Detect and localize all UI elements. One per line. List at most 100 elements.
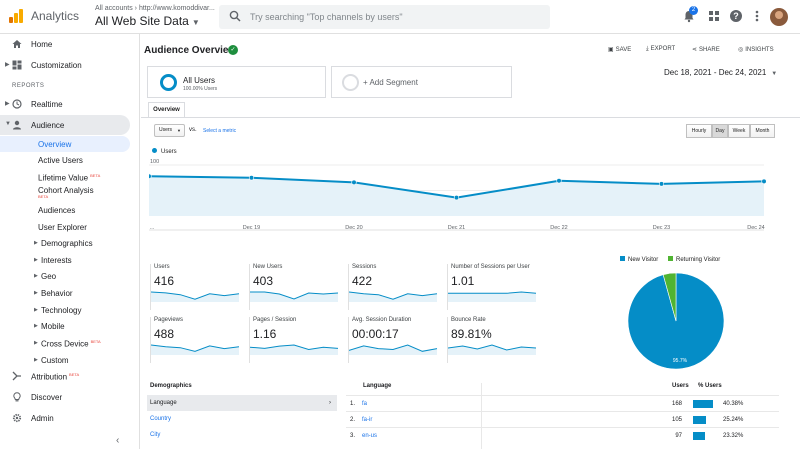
analytics-logo[interactable] [9, 9, 23, 23]
metric-tile[interactable]: Users 416 [150, 264, 243, 310]
sidebar-subitem-mobile[interactable]: ▶ Mobile [0, 318, 130, 334]
cross-device-text: Cross Device [41, 339, 89, 349]
sidebar-subitem-active-users[interactable]: Active Users [0, 152, 130, 168]
sidebar-item-discover[interactable]: Discover [0, 387, 130, 407]
date-range-picker[interactable]: Dec 18, 2021 - Dec 24, 2021 ▼ [664, 68, 777, 77]
sidebar-subitem-label: Cross Device BETA [41, 339, 101, 349]
person-icon [13, 120, 21, 130]
sidebar-subitem-lifetime-value[interactable]: Lifetime Value BETA [0, 169, 130, 185]
users-data-point[interactable] [761, 178, 767, 184]
search-bar[interactable]: Try searching "Top channels by users" [219, 5, 550, 29]
accounts-breadcrumb[interactable]: All accounts › http://www.komoddivar... [95, 5, 215, 12]
sparkline-line [250, 344, 339, 351]
beta-tag: BETA [90, 173, 101, 178]
users-data-point[interactable] [453, 195, 460, 201]
top-bar: Analytics All accounts › http://www.komo… [0, 0, 800, 34]
export-button[interactable]: ⤓ EXPORT [646, 46, 675, 53]
share-button[interactable]: ⋖ SHARE [692, 46, 720, 53]
users-data-point[interactable] [149, 173, 152, 179]
table-row[interactable]: 3. en-us 97 23.32% [346, 427, 779, 443]
sidebar-subitem-technology[interactable]: ▶ Technology [0, 302, 130, 318]
segment-all-users[interactable]: All Users 100.00% Users [147, 66, 326, 98]
pie-slice[interactable] [662, 272, 677, 322]
sidebar-subitem-geo[interactable]: ▶ Geo [0, 268, 130, 284]
demographics-city[interactable]: City [147, 427, 337, 443]
users-data-point[interactable] [556, 178, 562, 184]
sidebar-subitem-behavior[interactable]: ▶ Behavior [0, 285, 130, 301]
add-segment-label: + Add Segment [363, 78, 418, 87]
metric-sparkline [250, 291, 339, 302]
percent-bar [693, 416, 706, 424]
sparkline-line [448, 344, 537, 351]
sidebar-item-audience[interactable]: ▼ Audience [0, 115, 130, 135]
table-row[interactable]: 1. fa 168 40.38% [346, 395, 779, 411]
metric-value: 1.16 [253, 327, 277, 341]
metric-tile[interactable]: Pageviews 488 [150, 317, 243, 363]
save-button[interactable]: ▣ SAVE [608, 46, 631, 53]
users-data-point[interactable] [658, 181, 665, 187]
metric-tile[interactable]: Bounce Rate 89.81% [447, 317, 540, 363]
property-selector[interactable]: All Web Site Data ▼ [95, 14, 200, 28]
help-icon[interactable]: ? [729, 9, 743, 23]
select-metric-link[interactable]: Select a metric [203, 128, 237, 134]
demographics-country[interactable]: Country [147, 411, 337, 427]
metric-sparkline [151, 344, 240, 355]
sidebar-subitem-custom[interactable]: ▶ Custom [0, 352, 130, 368]
demographics-header: Demographics [150, 383, 192, 389]
sidebar-subitem-user-explorer[interactable]: User Explorer [0, 219, 130, 235]
metric-tile[interactable]: Avg. Session Duration 00:00:17 [348, 317, 441, 363]
granularity-month[interactable]: Month [750, 124, 775, 138]
sidebar-item-admin[interactable]: Admin [0, 408, 130, 428]
granularity-hourly[interactable]: Hourly [686, 124, 712, 138]
users-value: 105 [671, 417, 682, 423]
metric-tile[interactable]: Number of Sessions per User 1.01 [447, 264, 540, 310]
caret-down-icon: ▼ [177, 128, 181, 133]
granularity-week[interactable]: Week [728, 124, 750, 138]
users-value: 97 [675, 433, 682, 439]
users-data-point[interactable] [351, 179, 357, 185]
save-label: SAVE [615, 47, 632, 53]
collapse-sidebar-icon[interactable]: ‹ [116, 435, 120, 446]
metric-tile[interactable]: New Users 403 [249, 264, 342, 310]
language-link[interactable]: fa [362, 401, 368, 407]
sidebar-item-realtime[interactable]: ▶ Realtime [0, 94, 130, 114]
apps-grid-icon[interactable] [707, 9, 721, 23]
sidebar-subitem-interests[interactable]: ▶ Interests [0, 252, 130, 268]
more-vert-icon[interactable] [750, 9, 764, 23]
users-data-point[interactable] [248, 175, 255, 181]
sidebar-subitem-cross-device[interactable]: ▶ Cross Device BETA [0, 335, 130, 351]
sidebar-subitem-overview[interactable]: Overview [0, 136, 130, 152]
pie-legend-returning-visitor: Returning Visitor [668, 256, 720, 263]
sidebar-subitem-demographics[interactable]: ▶ Demographics [0, 235, 130, 251]
sidebar-item-attribution[interactable]: Attribution BETA [0, 366, 130, 386]
granularity-day[interactable]: Day [712, 124, 728, 138]
sidebar-subitem-label: Behavior [41, 289, 73, 298]
metric-dropdown[interactable]: Users ▼ [154, 124, 185, 137]
sidebar-subitem-audiences[interactable]: Audiences [0, 202, 130, 218]
metric-tile[interactable]: Sessions 422 [348, 264, 441, 310]
add-segment-button[interactable]: + Add Segment [331, 66, 512, 98]
sidebar-subitem-label: Technology [41, 306, 82, 315]
metric-value: 1.01 [451, 274, 475, 288]
metric-sparkline [250, 344, 339, 355]
demographics-item-label: Country [150, 416, 172, 422]
sidebar-subitem-cohort-analysis[interactable]: Cohort Analysis BETA [0, 185, 130, 203]
sidebar-item-customization[interactable]: ▶ Customization [0, 55, 130, 75]
percent-value: 40.38% [723, 401, 744, 407]
sidebar-item-home[interactable]: Home [0, 34, 130, 54]
share-label: SHARE [699, 47, 720, 53]
insights-button[interactable]: ◎ INSIGHTS [738, 46, 774, 53]
demographics-language[interactable]: Language › [147, 395, 337, 411]
sidebar-item-label: Realtime [31, 100, 63, 109]
language-link[interactable]: fa-ir [362, 417, 373, 423]
insights-icon: ◎ [738, 47, 744, 53]
avatar[interactable] [770, 8, 788, 26]
tab-overview[interactable]: Overview [148, 102, 185, 118]
metric-tile[interactable]: Pages / Session 1.16 [249, 317, 342, 363]
sidebar-subitem-label: Custom [41, 356, 69, 365]
expand-arrow-icon: ▶ [5, 62, 10, 68]
visitor-type-pie-chart: 95.7% [627, 272, 725, 370]
language-link[interactable]: en-us [362, 433, 378, 439]
table-row[interactable]: 2. fa-ir 105 25.24% [346, 411, 779, 427]
verified-check-icon: ✓ [228, 45, 238, 55]
